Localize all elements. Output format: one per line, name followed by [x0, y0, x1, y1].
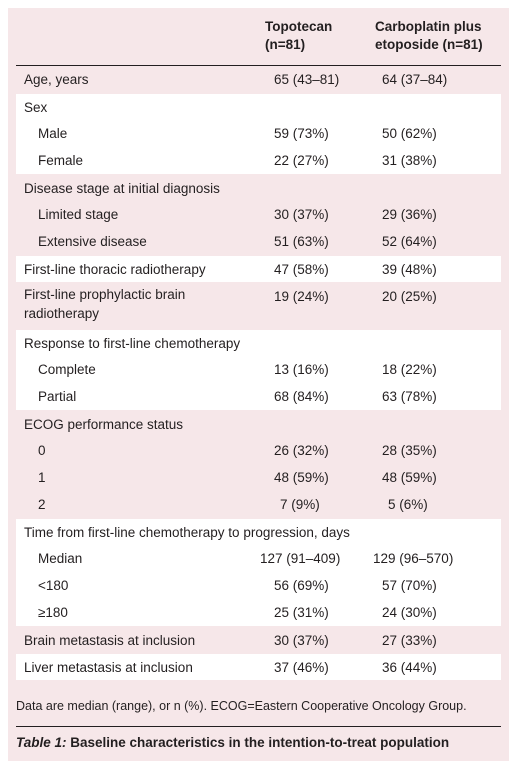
table-row: Liver metastasis at inclusion 37 (46%) 3… [24, 660, 437, 675]
table-row: Sex [24, 100, 48, 115]
table-row: Limited stage 30 (37%) 29 (36%) [38, 207, 437, 222]
table-row: 0 26 (32%) 28 (35%) [38, 443, 437, 458]
group-ecog: ECOG performance status 0 26 (32%) 28 (3… [16, 411, 501, 518]
group-brain-radiotherapy: First-line prophylactic brain radiothera… [16, 283, 501, 329]
table-caption: Table 1: Baseline characteristics in the… [16, 735, 450, 750]
table-row: Extensive disease 51 (63%) 52 (64%) [38, 234, 437, 249]
table-row: Complete 13 (16%) 18 (22%) [38, 362, 437, 377]
group-time-to-progression: Time from first-line chemotherapy to pro… [16, 519, 501, 626]
table-row: ≥180 25 (31%) 24 (30%) [38, 605, 437, 620]
table-row: Male 59 (73%) 50 (62%) [38, 126, 437, 141]
table-panel: Topotecan (n=81) Carboplatin plus etopos… [8, 8, 509, 761]
table-row: Disease stage at initial diagnosis [24, 181, 220, 196]
column-header-topotecan: Topotecan (n=81) [265, 19, 333, 52]
table-row: Female 22 (27%) 31 (38%) [38, 153, 437, 168]
table-row: 2 7 (9%) 5 (6%) [38, 497, 428, 512]
group-response: Response to first-line chemotherapy Comp… [16, 330, 501, 410]
header-rule [16, 65, 501, 66]
table-row: ECOG performance status [24, 417, 184, 432]
table-row: Median 127 (91–409) 129 (96–570) [38, 551, 454, 566]
table-header: Topotecan (n=81) Carboplatin plus etopos… [8, 8, 509, 66]
table-row: Response to first-line chemotherapy [24, 336, 241, 351]
group-age: Age, years 65 (43–81) 64 (37–84) [16, 66, 501, 93]
table-row: 1 48 (59%) 48 (59%) [38, 470, 437, 485]
group-brain-metastasis: Brain metastasis at inclusion 30 (37%) 2… [16, 627, 501, 653]
table-row: First-line thoracic radiotherapy 47 (58%… [24, 262, 437, 277]
group-liver-metastasis: Liver metastasis at inclusion 37 (46%) 3… [16, 654, 501, 680]
caption-rule [16, 726, 501, 727]
group-sex: Sex Male 59 (73%) 50 (62%) Female 22 (27… [16, 94, 501, 174]
table-row: <180 56 (69%) 57 (70%) [38, 578, 437, 593]
table-row: Partial 68 (84%) 63 (78%) [38, 389, 437, 404]
group-disease-stage: Disease stage at initial diagnosis Limit… [16, 175, 501, 255]
table-row: First-line prophylactic brain radiothera… [24, 287, 437, 321]
group-thoracic-radiotherapy: First-line thoracic radiotherapy 47 (58%… [16, 256, 501, 282]
table-row: Age, years 65 (43–81) 64 (37–84) [24, 72, 448, 87]
column-header-carboplatin: Carboplatin plus etoposide (n=81) [375, 19, 483, 52]
table-footnote: Data are median (range), or n (%). ECOG=… [16, 699, 467, 713]
table-row: Time from first-line chemotherapy to pro… [24, 525, 350, 540]
table-row: Brain metastasis at inclusion 30 (37%) 2… [24, 633, 437, 648]
